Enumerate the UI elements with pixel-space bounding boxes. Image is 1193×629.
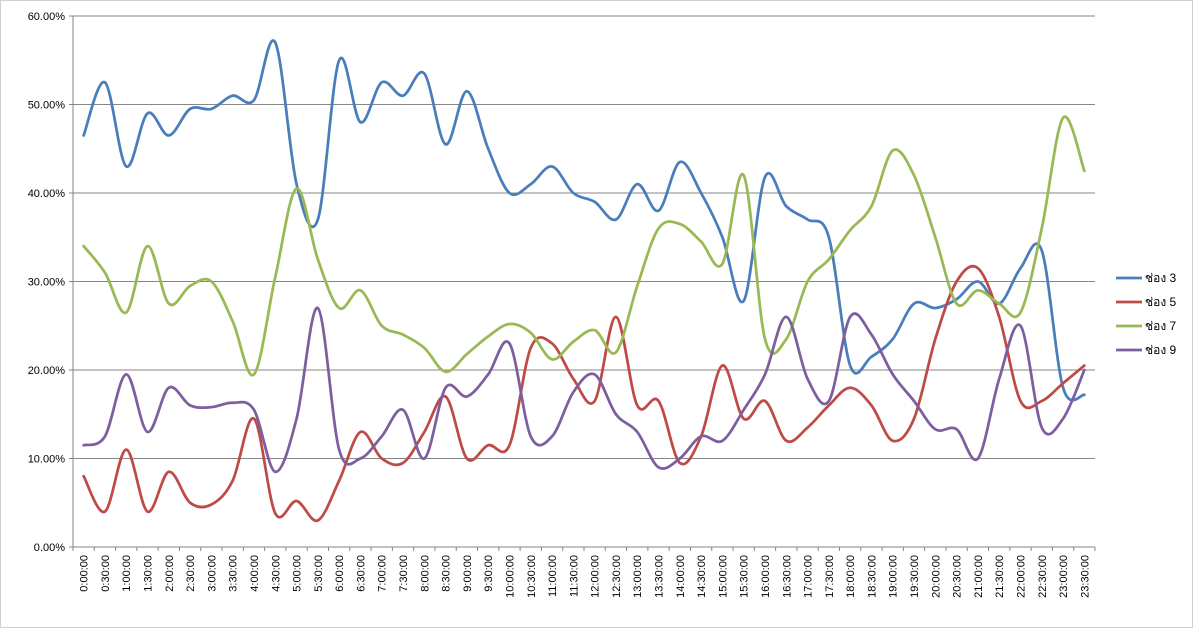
x-tick-label: 8:00:00 xyxy=(419,555,431,592)
x-tick-label: 4:30:00 xyxy=(270,555,282,592)
x-tick-label: 6:30:00 xyxy=(355,555,367,592)
x-tick-label: 14:00:00 xyxy=(675,555,687,598)
x-tick-label: 19:00:00 xyxy=(888,555,900,598)
y-tick-label: 60.00% xyxy=(28,11,66,23)
x-tick-label: 15:00:00 xyxy=(717,555,729,598)
series-line-1 xyxy=(82,39,1086,402)
x-tick-label: 1:00:00 xyxy=(121,555,133,592)
x-tick-label: 9:30:00 xyxy=(483,555,495,592)
x-tick-label: 5:30:00 xyxy=(313,555,325,592)
legend: ช่อง 3 ช่อง 5 ช่อง 7 ช่อง 9 xyxy=(1116,271,1177,357)
x-tick-label: 7:30:00 xyxy=(398,555,410,592)
x-tick-label: 7:00:00 xyxy=(377,555,389,592)
x-tick-label: 22:30:00 xyxy=(1037,555,1049,598)
x-tick-label: 18:30:00 xyxy=(866,555,878,598)
legend-label: ช่อง 7 xyxy=(1145,319,1177,333)
x-tick-label: 23:00:00 xyxy=(1058,555,1070,598)
x-tick-label: 15:30:00 xyxy=(739,555,751,598)
x-axis: 0:00:00 0:30:00 1:00:00 1:30:00 2:00:00 2:30:… xyxy=(72,546,1096,598)
x-tick-label: 17:30:00 xyxy=(824,555,836,598)
x-tick-label: 12:30:00 xyxy=(611,555,623,598)
x-tick-label: 19:30:00 xyxy=(909,555,921,598)
x-tick-label: 11:00:00 xyxy=(547,555,559,597)
x-tick-label: 16:30:00 xyxy=(781,555,793,598)
x-tick-label: 20:00:00 xyxy=(930,555,942,598)
x-tick-label: 10:00:00 xyxy=(504,555,516,598)
x-tick-label: 21:30:00 xyxy=(994,555,1006,598)
series-line-3 xyxy=(82,115,1086,377)
series-line-2 xyxy=(82,264,1086,523)
legend-label: ช่อง 5 xyxy=(1145,295,1177,309)
x-tick-label: 17:00:00 xyxy=(803,555,815,598)
x-tick-label: 6:00:00 xyxy=(334,555,346,592)
x-tick-label: 21:00:00 xyxy=(973,555,985,598)
y-tick-label: 30.00% xyxy=(28,277,66,289)
x-tick-label: 0:00:00 xyxy=(79,555,91,592)
x-tick-label: 10:30:00 xyxy=(526,555,538,598)
series-lines xyxy=(82,39,1086,523)
y-tick-label: 20.00% xyxy=(28,365,66,377)
x-tick-label: 8:30:00 xyxy=(441,555,453,592)
x-tick-label: 11:30:00 xyxy=(568,555,580,597)
x-tick-label: 5:00:00 xyxy=(292,555,304,592)
legend-label: ช่อง 9 xyxy=(1145,343,1177,357)
x-tick-label: 9:00:00 xyxy=(462,555,474,592)
legend-label: ช่อง 3 xyxy=(1145,271,1177,285)
x-tick-label: 20:30:00 xyxy=(952,555,964,598)
series-line-4 xyxy=(82,306,1086,474)
x-tick-label: 1:30:00 xyxy=(143,555,155,592)
y-tick-label: 50.00% xyxy=(28,100,66,112)
x-tick-label: 12:00:00 xyxy=(590,555,602,598)
gridlines xyxy=(73,15,1095,459)
x-tick-label: 4:00:00 xyxy=(249,555,261,592)
x-tick-label: 0:30:00 xyxy=(100,555,112,592)
x-tick-label: 22:00:00 xyxy=(1015,555,1027,598)
x-tick-label: 13:00:00 xyxy=(632,555,644,598)
x-tick-label: 3:30:00 xyxy=(228,555,240,592)
x-tick-label: 16:00:00 xyxy=(760,555,772,598)
x-tick-label: 14:30:00 xyxy=(696,555,708,598)
y-tick-label: 0.00% xyxy=(34,542,65,554)
y-axis: 0.00% 10.00% 20.00% 30.00% 40.00% 50.00% 60.00… xyxy=(28,11,74,554)
x-tick-label: 18:00:00 xyxy=(845,555,857,598)
x-tick-label: 23:30:00 xyxy=(1079,555,1091,598)
x-tick-label: 2:00:00 xyxy=(164,555,176,592)
y-tick-label: 40.00% xyxy=(28,188,66,200)
y-tick-label: 10.00% xyxy=(28,454,66,466)
x-tick-label: 13:30:00 xyxy=(654,555,666,598)
x-tick-label: 2:30:00 xyxy=(185,555,197,592)
x-tick-label: 3:00:00 xyxy=(206,555,218,592)
